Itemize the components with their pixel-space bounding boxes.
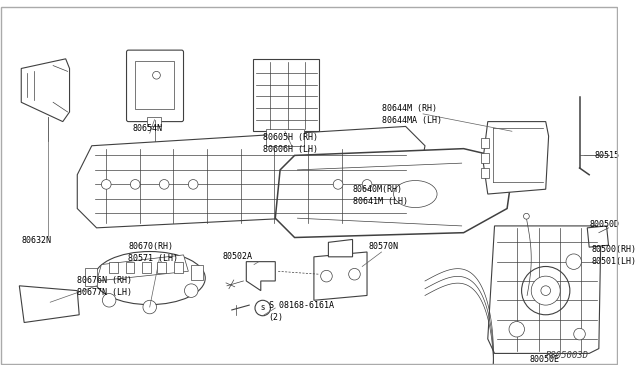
Text: S: S — [260, 305, 265, 311]
Circle shape — [509, 321, 524, 337]
Bar — [85, 269, 97, 286]
Circle shape — [321, 270, 332, 282]
Text: R805003D: R805003D — [546, 352, 589, 360]
Bar — [157, 262, 166, 273]
Circle shape — [573, 328, 586, 340]
Text: 80050E: 80050E — [529, 355, 559, 364]
Bar — [125, 262, 134, 273]
Polygon shape — [588, 226, 609, 247]
Circle shape — [531, 276, 560, 305]
Polygon shape — [253, 59, 319, 131]
Text: 80640M(RH)
80641M (LH): 80640M(RH) 80641M (LH) — [353, 185, 408, 206]
Circle shape — [255, 300, 271, 316]
Circle shape — [524, 214, 529, 219]
Text: 80632N: 80632N — [21, 235, 51, 244]
Polygon shape — [246, 262, 275, 291]
Polygon shape — [77, 126, 425, 228]
Bar — [481, 138, 489, 148]
Circle shape — [333, 180, 343, 189]
Text: 80670(RH)
80571 (LH): 80670(RH) 80571 (LH) — [129, 242, 179, 263]
Circle shape — [566, 254, 582, 269]
Text: S 08168-6161A
(2): S 08168-6161A (2) — [269, 301, 333, 322]
Ellipse shape — [394, 180, 437, 208]
Bar — [481, 154, 489, 163]
Text: 80676N (RH)
80677N (LH): 80676N (RH) 80677N (LH) — [77, 276, 132, 297]
Polygon shape — [21, 59, 70, 122]
Circle shape — [143, 300, 156, 314]
Circle shape — [159, 180, 169, 189]
Bar — [109, 262, 118, 273]
Polygon shape — [314, 252, 367, 300]
Text: 80500(RH)
80501(LH): 80500(RH) 80501(LH) — [591, 245, 636, 266]
Ellipse shape — [94, 251, 205, 305]
Circle shape — [152, 71, 161, 79]
Text: 80605H (RH)
80606H (LH): 80605H (RH) 80606H (LH) — [262, 133, 317, 154]
Circle shape — [184, 284, 198, 297]
Circle shape — [541, 286, 550, 295]
Bar — [135, 61, 174, 109]
Bar — [142, 262, 150, 273]
Polygon shape — [328, 240, 353, 257]
Circle shape — [349, 269, 360, 280]
Polygon shape — [275, 149, 512, 237]
Text: 80570N: 80570N — [369, 242, 399, 251]
Polygon shape — [483, 122, 548, 194]
Circle shape — [522, 266, 570, 315]
Circle shape — [131, 180, 140, 189]
Text: 80515: 80515 — [595, 151, 620, 160]
Circle shape — [101, 180, 111, 189]
Text: 80502A: 80502A — [222, 252, 252, 261]
Text: 80050D: 80050D — [589, 220, 619, 229]
Circle shape — [362, 180, 372, 189]
Bar — [174, 262, 182, 273]
Text: 80644M (RH)
80644MA (LH): 80644M (RH) 80644MA (LH) — [381, 104, 442, 125]
Bar — [481, 168, 489, 177]
Polygon shape — [147, 117, 161, 126]
Polygon shape — [488, 226, 601, 353]
FancyBboxPatch shape — [127, 50, 184, 122]
Polygon shape — [97, 255, 188, 281]
Text: 80654N: 80654N — [132, 124, 163, 132]
Circle shape — [102, 294, 116, 307]
Circle shape — [188, 180, 198, 189]
Polygon shape — [266, 129, 304, 146]
Polygon shape — [19, 286, 79, 323]
Bar — [191, 264, 203, 280]
